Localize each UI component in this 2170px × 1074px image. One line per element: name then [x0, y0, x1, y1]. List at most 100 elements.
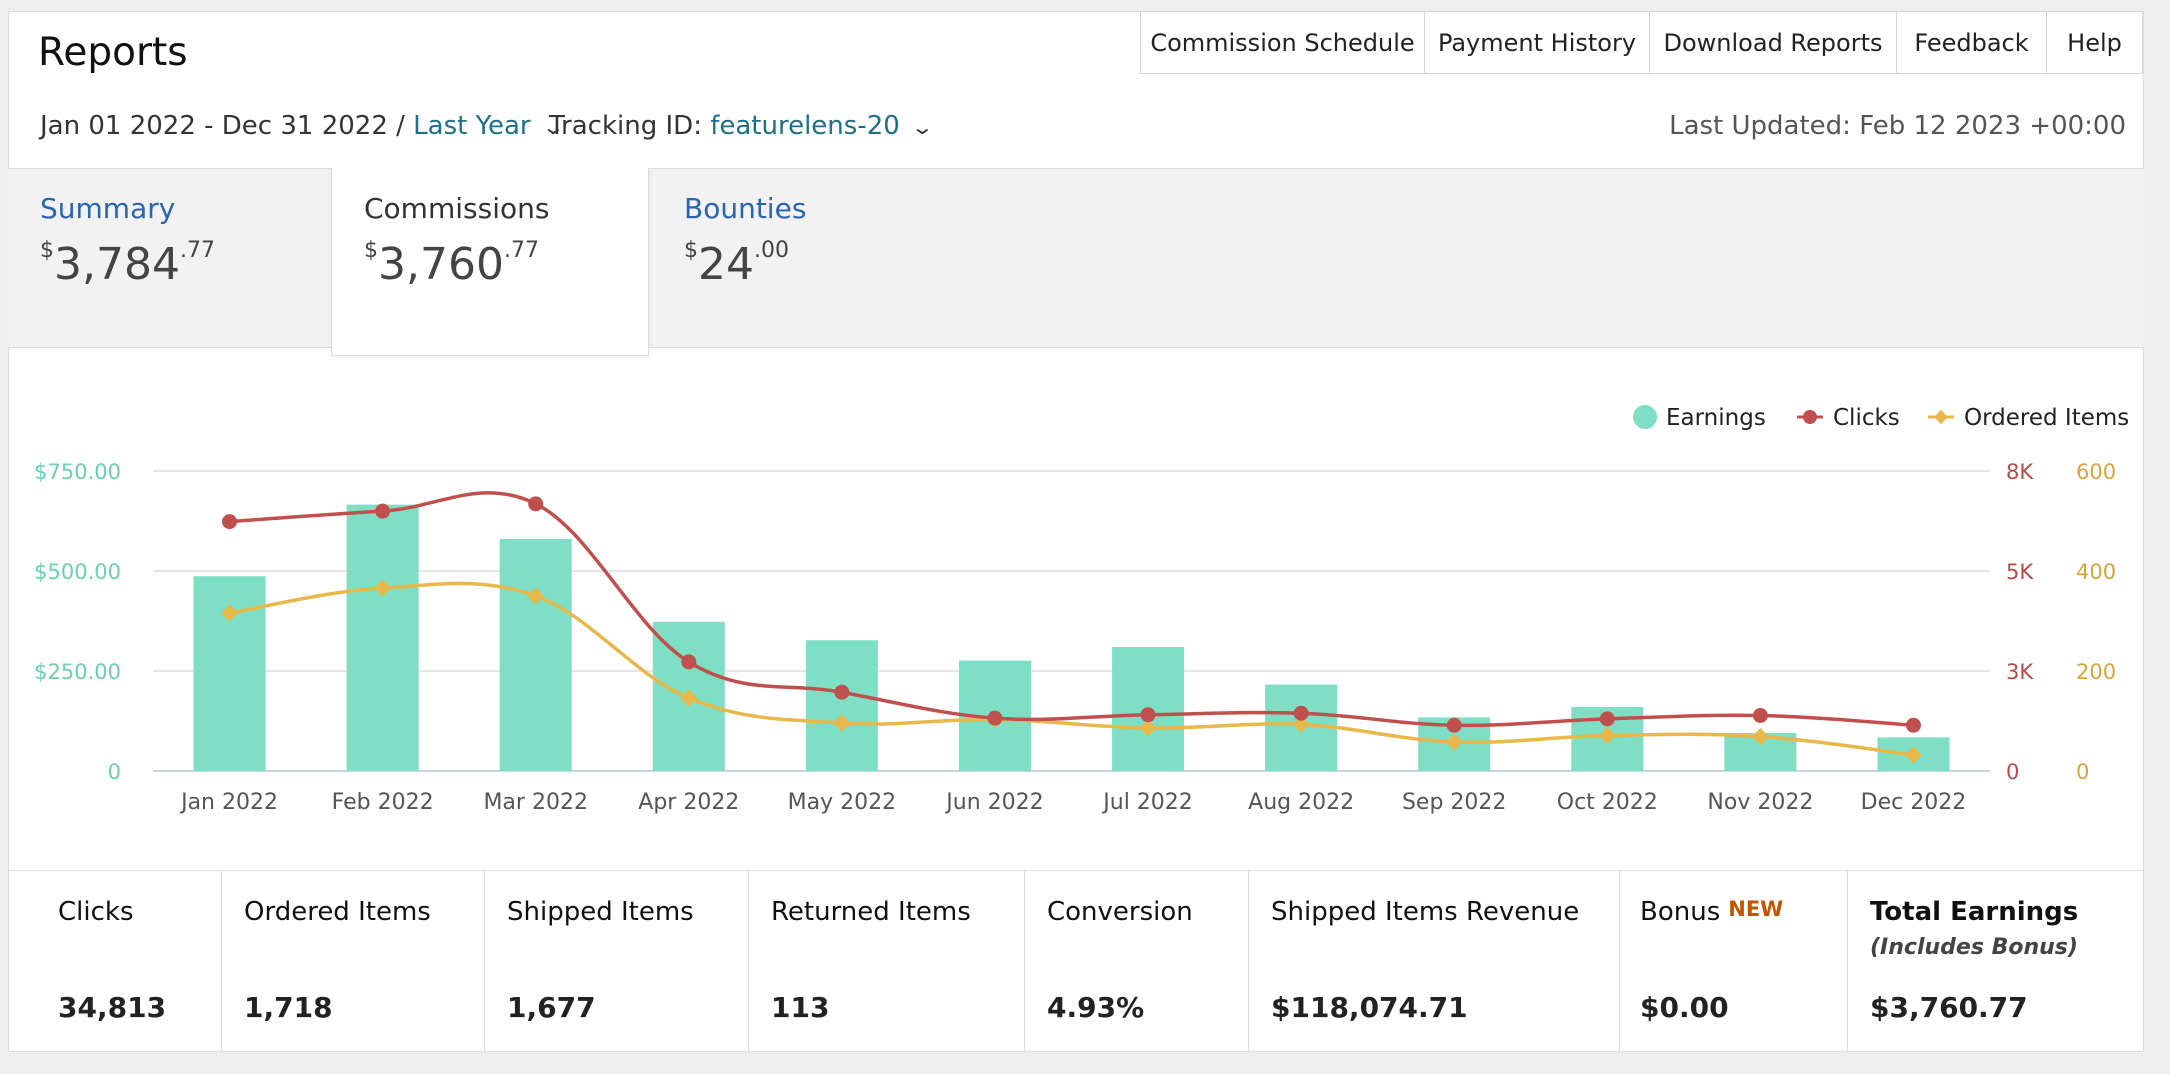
x-tick-label: May 2022 — [788, 790, 896, 815]
amount-cents: .00 — [754, 238, 789, 263]
currency-symbol: $ — [40, 238, 54, 263]
tab-commissions[interactable]: Commissions $3,760.77 — [331, 168, 649, 356]
ordered-items-point — [1904, 746, 1922, 764]
earnings-bar — [346, 504, 419, 771]
tab-commissions-label[interactable]: Commissions — [364, 192, 550, 225]
x-tick-label: Jul 2022 — [1101, 790, 1193, 815]
chevron-down-icon[interactable]: ⌄ — [541, 115, 565, 139]
y-tick-label-earnings: 0 — [108, 760, 121, 784]
clicks-point — [987, 710, 1003, 726]
stat-shipped-items: Shipped Items 1,677 — [485, 871, 749, 1053]
earnings-bar — [499, 539, 572, 771]
help-button[interactable]: Help — [2046, 11, 2143, 74]
y-tick-label-ordered-items: 200 — [2076, 660, 2116, 684]
chevron-down-icon[interactable]: ⌄ — [910, 115, 934, 139]
clicks-point — [375, 503, 391, 519]
amount-cents: .77 — [179, 238, 215, 263]
period-link[interactable]: Last Year — [413, 111, 531, 141]
clicks-point — [1599, 711, 1615, 727]
stat-value: 4.93% — [1047, 991, 1145, 1024]
tracking-id-filter[interactable]: Tracking ID: featurelens-20 ⌄ — [549, 111, 934, 141]
ordered-items-point — [680, 689, 698, 707]
clicks-point — [1140, 707, 1156, 723]
ordered-items-point — [833, 714, 851, 732]
last-updated: Last Updated: Feb 12 2023 +00:00 — [1669, 111, 2126, 141]
y-tick-label-ordered-items: 400 — [2076, 560, 2116, 584]
page-title: Reports — [38, 30, 188, 75]
stat-label: Clicks — [58, 897, 134, 927]
stat-label: Total Earnings — [1870, 897, 2079, 927]
ordered-items-point — [1139, 719, 1157, 737]
date-range-filter[interactable]: Jan 01 2022 - Dec 31 2022 / Last Year ⌄ — [40, 111, 565, 141]
stat-value: $118,074.71 — [1271, 991, 1468, 1024]
stat-ordered-items: Ordered Items 1,718 — [222, 871, 485, 1053]
y-tick-label-ordered-items: 600 — [2076, 460, 2116, 484]
stat-returned-items: Returned Items 113 — [749, 871, 1025, 1053]
y-tick-label-clicks: 0 — [2006, 760, 2019, 784]
ordered-items-point — [527, 587, 545, 605]
stat-sublabel: (Includes Bonus) — [1870, 935, 2078, 960]
x-tick-label: Jun 2022 — [944, 790, 1043, 815]
feedback-button[interactable]: Feedback — [1896, 11, 2047, 74]
ordered-items-point — [1445, 733, 1463, 751]
tab-summary[interactable]: Summary $3,784.77 — [8, 168, 331, 348]
x-tick-label: Dec 2022 — [1861, 790, 1967, 815]
legend-label: Clicks — [1833, 405, 1900, 431]
stat-value: 1,677 — [507, 991, 596, 1024]
legend-clicks-icon — [1803, 410, 1817, 424]
stat-label: Conversion — [1047, 897, 1193, 927]
earnings-chart: 0 $250.00 $500.00 $750.00 0 3K 5K 8K 0 200 400 600 J… — [34, 405, 2129, 815]
x-tick-label: Apr 2022 — [638, 790, 739, 815]
tab-bounties-label[interactable]: Bounties — [684, 192, 807, 225]
stat-label-bonus: Bonus NEW — [1640, 897, 1783, 927]
amount-cents: .77 — [503, 238, 539, 263]
clicks-point — [681, 654, 697, 670]
amount-value: 24 — [698, 239, 754, 290]
currency-symbol: $ — [684, 238, 698, 263]
y-tick-label-ordered-items: 0 — [2076, 760, 2089, 784]
x-tick-label: Feb 2022 — [332, 790, 434, 815]
stat-bonus: Bonus NEW $0.00 — [1620, 871, 1848, 1053]
commission-schedule-button[interactable]: Commission Schedule — [1140, 11, 1425, 74]
ordered-items-line — [229, 581, 1914, 757]
commissions-amount: $3,760.77 — [364, 238, 539, 290]
y-tick-label-clicks: 8K — [2006, 460, 2034, 484]
stat-label: Shipped Items — [507, 897, 694, 927]
stat-clicks: Clicks 34,813 — [8, 871, 222, 1053]
y-tick-label-earnings: $500.00 — [34, 560, 121, 584]
payment-history-button[interactable]: Payment History — [1424, 11, 1650, 74]
ordered-items-point — [221, 604, 239, 622]
clicks-point — [1752, 708, 1768, 723]
x-tick-label: Sep 2022 — [1402, 790, 1506, 815]
earnings-bar — [805, 640, 878, 771]
stat-label: Ordered Items — [244, 897, 431, 927]
y-tick-label-clicks: 5K — [2006, 560, 2034, 584]
y-tick-label-clicks: 3K — [2006, 660, 2034, 684]
tab-summary-label[interactable]: Summary — [40, 192, 176, 225]
stats-row: Clicks 34,813 Ordered Items 1,718 Shippe… — [8, 870, 2144, 1053]
stat-label: Returned Items — [771, 897, 971, 927]
legend-label: Earnings — [1666, 405, 1766, 431]
ordered-items-point — [374, 579, 392, 597]
date-range-text: Jan 01 2022 - Dec 31 2022 / — [40, 111, 405, 141]
tab-bounties[interactable]: Bounties $24.00 — [652, 168, 952, 348]
stat-value: 34,813 — [58, 991, 167, 1024]
stat-value: 1,718 — [244, 991, 333, 1024]
currency-symbol: $ — [364, 238, 378, 263]
clicks-point — [1446, 717, 1462, 733]
stat-shipped-items-revenue: Shipped Items Revenue $118,074.71 — [1249, 871, 1620, 1053]
legend-earnings-icon — [1633, 405, 1657, 429]
summary-amount: $3,784.77 — [40, 238, 215, 290]
x-tick-label: Jan 2022 — [179, 790, 278, 815]
clicks-line — [229, 491, 1914, 728]
x-tick-label: Mar 2022 — [483, 790, 588, 815]
ordered-items-point — [1751, 728, 1769, 745]
legend-label: Ordered Items — [1964, 405, 2129, 431]
stat-value: 113 — [771, 991, 830, 1024]
tracking-id-link[interactable]: featurelens-20 — [710, 111, 900, 141]
clicks-point — [222, 514, 238, 530]
ordered-items-point — [1598, 727, 1616, 744]
stat-total-earnings: Total Earnings (Includes Bonus) $3,760.7… — [1848, 871, 2144, 1053]
x-tick-label: Aug 2022 — [1248, 790, 1354, 815]
download-reports-button[interactable]: Download Reports — [1649, 11, 1897, 74]
